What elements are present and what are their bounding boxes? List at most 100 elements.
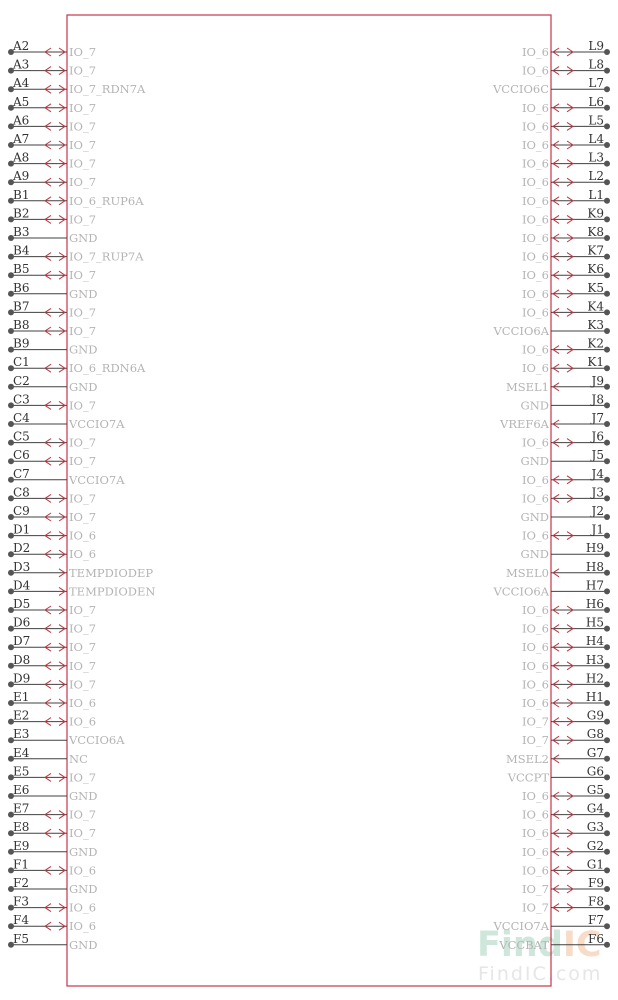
pin-G2: G2 IO_6 [522, 839, 610, 859]
pin-J3: J3 IO_6 [522, 485, 610, 505]
pin-number: F5 [13, 932, 29, 946]
pin-H5: H5 IO_6 [522, 616, 610, 636]
pin-C8: C8 IO_7 [8, 485, 96, 505]
arrow-in-icon [552, 307, 560, 317]
pin-dot [604, 551, 610, 558]
pin-number: G4 [587, 802, 605, 816]
pin-dot [8, 346, 14, 353]
pin-name: IO_6 [522, 696, 549, 710]
arrow-out-icon [44, 159, 52, 169]
arrow-out-icon [44, 605, 52, 615]
arrow-out-icon [566, 642, 574, 652]
pin-name: IO_6 [69, 901, 96, 915]
pin-dot [8, 458, 14, 465]
arrow-in-icon [552, 438, 560, 448]
pin-number: K7 [587, 244, 604, 258]
pin-name: IO_6 [522, 343, 549, 357]
pin-D2: D2 IO_6 [8, 541, 96, 561]
arrow-in-icon [58, 103, 66, 113]
left-pins: A2 IO_7 A3 IO_7 A4 IO_7_RDN7A A5 IO_7 A6 IO_7 A7 IO… [8, 39, 155, 952]
arrow-in-icon [552, 252, 560, 262]
pin-name: TEMPDIODEP [69, 566, 153, 580]
pin-number: D1 [13, 523, 30, 537]
pin-C5: C5 IO_7 [8, 430, 96, 450]
pin-dot [604, 235, 610, 241]
pin-F3: F3 IO_6 [8, 895, 96, 915]
pin-name: IO_7 [522, 901, 549, 915]
pin-K5: K5 IO_6 [522, 281, 610, 301]
pin-number: E5 [13, 764, 29, 778]
arrow-in-icon [58, 531, 66, 541]
pin-number: J7 [590, 411, 604, 425]
pin-B8: B8 IO_7 [8, 318, 96, 338]
arrow-in-icon [58, 698, 66, 708]
pin-number: H4 [586, 634, 604, 648]
arrow-in-icon [552, 475, 560, 485]
pin-number: G2 [587, 839, 604, 853]
arrow-in-icon [552, 214, 560, 224]
pin-dot [604, 811, 610, 818]
pin-number: G7 [587, 746, 604, 760]
pin-number: K3 [587, 318, 604, 332]
pin-J7: J7 VREF6A [499, 411, 610, 431]
pin-D3: D3 TEMPDIODEP [8, 560, 153, 580]
pin-dot [604, 123, 610, 130]
pin-dot [604, 86, 610, 93]
pin-name: IO_6 [522, 250, 549, 264]
arrow-out-icon [566, 605, 574, 615]
pin-number: A3 [12, 58, 29, 72]
arrow-out-icon [44, 810, 52, 820]
pin-dot [604, 290, 610, 297]
pin-number: J4 [590, 467, 605, 481]
arrow-in-icon [552, 289, 560, 299]
pin-name: IO_6 [522, 622, 549, 636]
pin-number: K6 [587, 262, 604, 276]
pin-dot [8, 142, 14, 148]
pin-dot [8, 886, 14, 892]
pin-dot [8, 49, 14, 55]
arrow-out-icon [566, 289, 574, 299]
pin-name: IO_7 [522, 715, 549, 729]
pin-C6: C6 IO_7 [8, 448, 96, 468]
pin-dot [8, 439, 14, 446]
arrow-in-icon [552, 177, 560, 187]
pin-A6: A6 IO_7 [8, 113, 96, 133]
pin-dot [604, 402, 610, 409]
pin-name: IO_7 [69, 64, 96, 78]
pin-dot [604, 439, 610, 446]
pin-name: IO_7 [69, 138, 96, 152]
pin-number: K9 [587, 206, 604, 220]
pin-dot [8, 588, 14, 595]
pin-dot [604, 886, 610, 892]
pin-E1: E1 IO_6 [8, 690, 96, 710]
pin-name: IO_7 [69, 398, 96, 412]
arrow-in-icon [552, 121, 560, 131]
pin-number: F1 [13, 857, 29, 871]
pin-number: K2 [587, 337, 604, 351]
pin-name: TEMPDIODEN [69, 584, 155, 598]
arrow-in-icon [58, 140, 66, 150]
arrow-in-icon [58, 493, 66, 503]
arrow-out-icon [566, 196, 574, 206]
pin-A8: A8 IO_7 [8, 151, 96, 171]
pin-number: A7 [12, 132, 29, 146]
pin-name: IO_6 [522, 175, 549, 189]
arrow-in-icon [552, 903, 560, 913]
pin-name: IO_6 [69, 547, 96, 561]
pin-J8: J8 GND [521, 392, 610, 412]
pin-number: D6 [13, 616, 30, 630]
pin-number: F7 [588, 913, 604, 927]
pin-A2: A2 IO_7 [8, 39, 96, 59]
pin-number: D7 [13, 634, 30, 648]
pin-number: G3 [587, 820, 604, 834]
arrow-in-icon [552, 698, 560, 708]
arrow-in-icon [552, 103, 560, 113]
pin-H2: H2 IO_6 [522, 671, 610, 691]
pin-number: B8 [13, 318, 29, 332]
pin-number: L2 [588, 169, 604, 183]
arrow-in-icon [58, 772, 66, 782]
pin-G4: G4 IO_6 [522, 802, 610, 822]
pin-number: J6 [590, 430, 604, 444]
pin-dot [8, 551, 14, 558]
pin-number: A8 [12, 151, 29, 165]
